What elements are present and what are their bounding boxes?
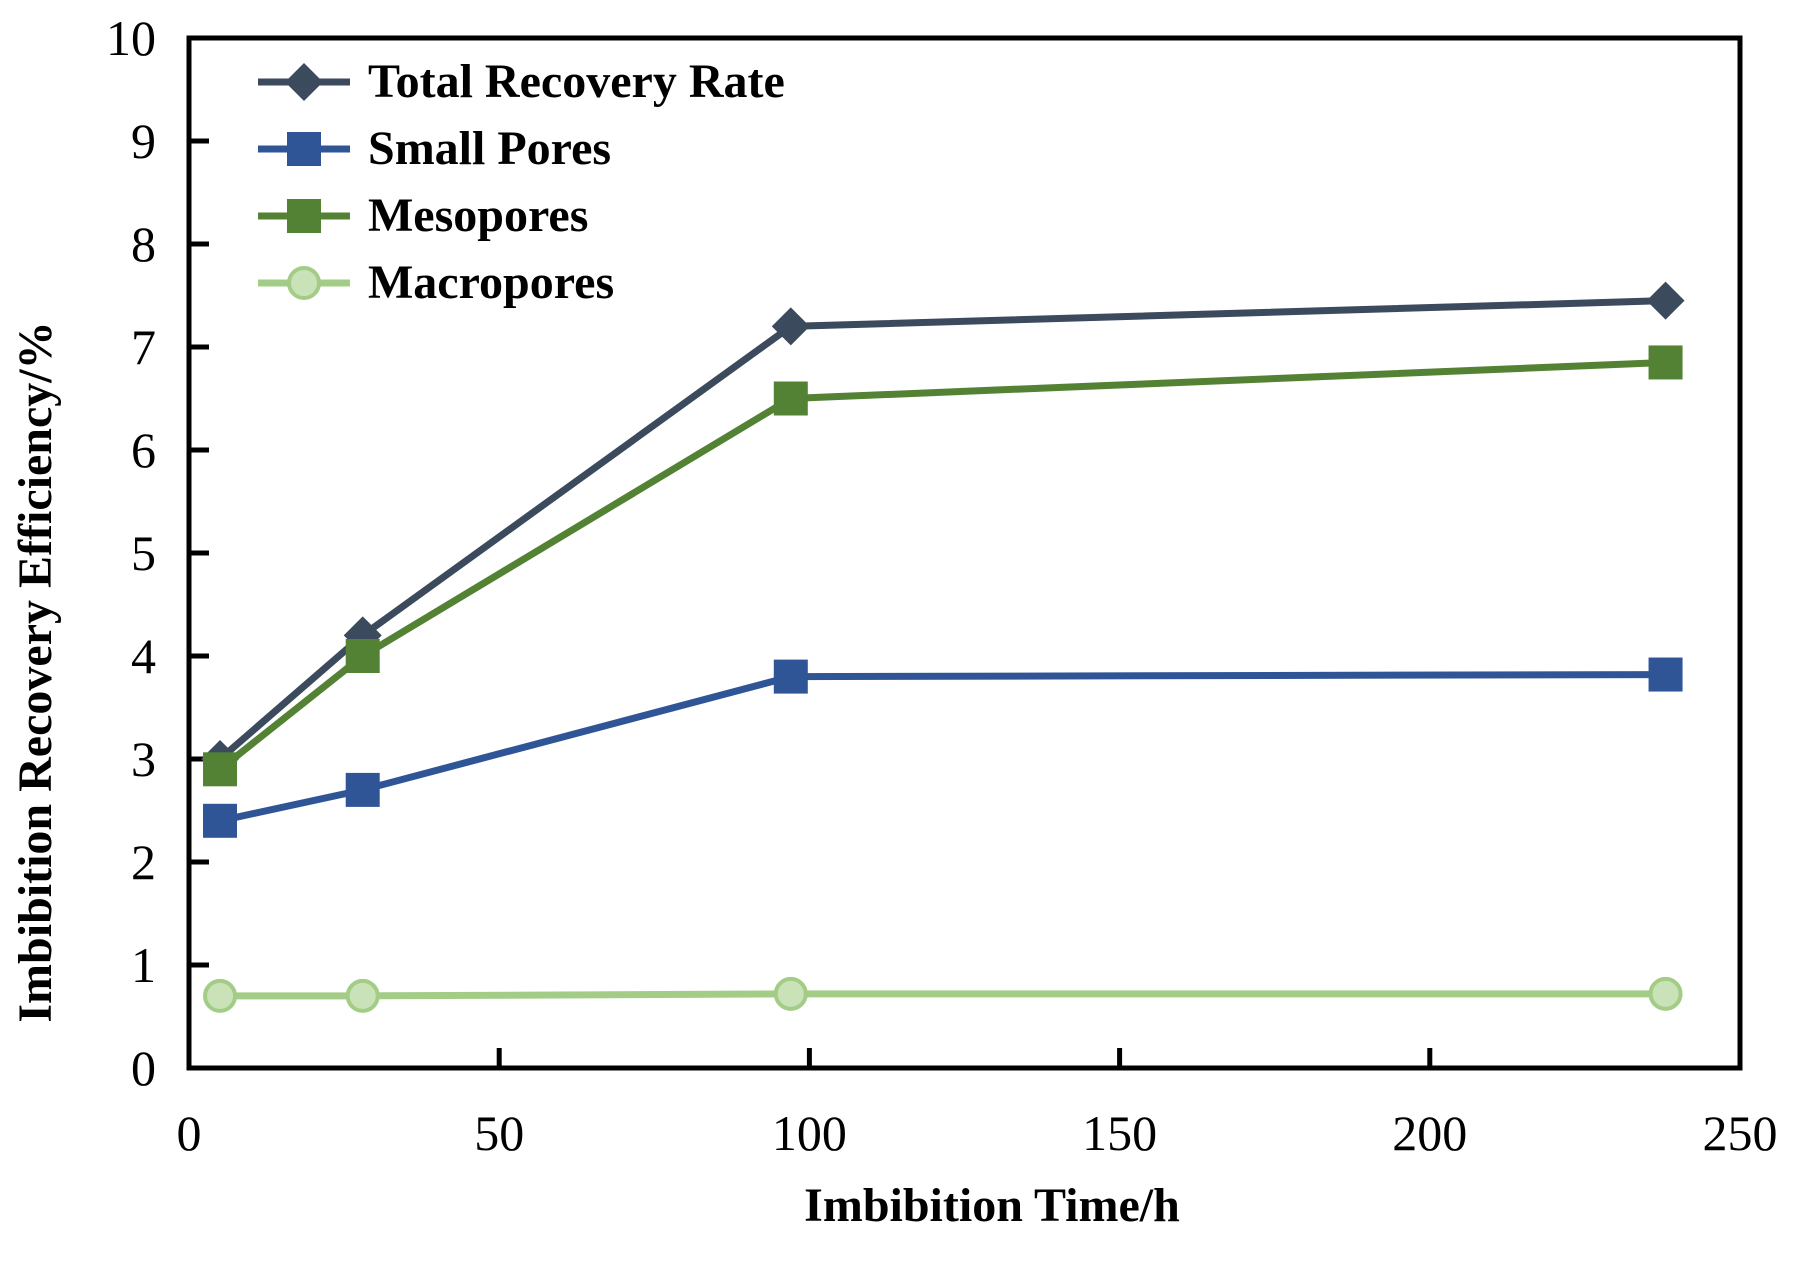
x-axis-title: Imbibition Time/h — [804, 1179, 1180, 1232]
svg-text:0: 0 — [131, 1040, 156, 1096]
svg-text:9: 9 — [131, 113, 156, 169]
svg-text:50: 50 — [474, 1105, 524, 1161]
circle-marker-icon — [258, 265, 350, 300]
legend-label: Mesopores — [368, 189, 589, 242]
svg-text:250: 250 — [1703, 1105, 1778, 1161]
y-axis-title: Imbibition Recovery Efficiency/% — [9, 321, 62, 1023]
svg-text:150: 150 — [1082, 1105, 1157, 1161]
diamond-marker-icon — [258, 62, 350, 101]
legend-item-small-pores: Small Pores — [256, 115, 785, 182]
svg-text:7: 7 — [131, 319, 156, 375]
svg-text:2: 2 — [131, 834, 156, 890]
svg-text:200: 200 — [1392, 1105, 1467, 1161]
square-marker-icon — [258, 198, 350, 233]
svg-text:0: 0 — [177, 1105, 202, 1161]
legend-label: Macropores — [368, 256, 615, 309]
legend-label: Total Recovery Rate — [368, 55, 785, 108]
svg-text:5: 5 — [131, 525, 156, 581]
svg-text:6: 6 — [131, 422, 156, 478]
legend-label: Small Pores — [368, 122, 612, 175]
legend: Total Recovery Rate Small Pores Mesopore… — [256, 48, 785, 316]
square-marker-icon — [258, 131, 350, 166]
svg-text:10: 10 — [106, 10, 156, 66]
svg-text:1: 1 — [131, 937, 156, 993]
svg-text:100: 100 — [772, 1105, 847, 1161]
svg-text:3: 3 — [131, 731, 156, 787]
svg-text:8: 8 — [131, 216, 156, 272]
legend-item-mesopores: Mesopores — [256, 182, 785, 249]
legend-item-macropores: Macropores — [256, 249, 785, 316]
legend-item-total-recovery-rate: Total Recovery Rate — [256, 48, 785, 115]
svg-text:4: 4 — [131, 628, 156, 684]
